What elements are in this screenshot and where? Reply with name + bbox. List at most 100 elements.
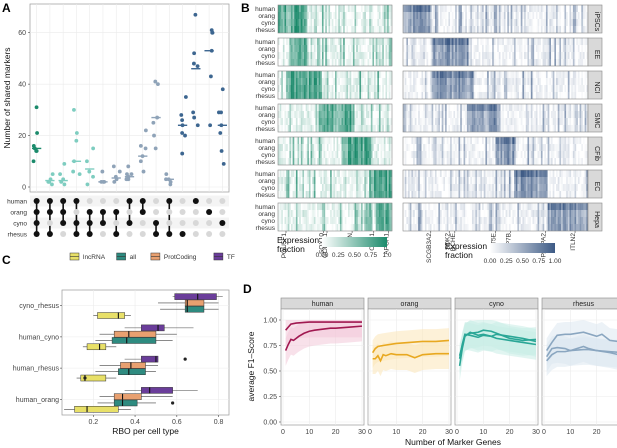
heatmap-cell — [524, 191, 526, 198]
heatmap-cell — [424, 59, 427, 66]
heatmap-cell — [584, 177, 587, 184]
heatmap-cell — [343, 71, 345, 78]
heatmap-cell — [408, 12, 410, 19]
heatmap-cell — [380, 203, 383, 210]
heatmap-cell — [413, 5, 415, 12]
heatmap-cell — [564, 59, 567, 66]
heatmap-cell — [382, 19, 385, 26]
heatmap-cell — [440, 26, 442, 33]
heatmap-cell — [480, 144, 483, 151]
heatmap-cell — [370, 26, 373, 33]
heatmap-cell — [279, 151, 282, 158]
heatmap-cell — [287, 52, 290, 59]
heatmap-cell — [429, 203, 432, 210]
heatmap-cell — [426, 38, 429, 45]
heatmap-cell — [409, 59, 412, 66]
heatmap-cell — [328, 137, 331, 144]
heatmap-cell — [473, 92, 476, 99]
heatmap-cell — [502, 12, 505, 19]
heatmap-cell — [299, 217, 301, 224]
heatmap-cell — [549, 5, 552, 12]
heatmap-cell — [348, 19, 350, 26]
heatmap-cell — [542, 151, 545, 158]
heatmap-cell — [488, 5, 491, 12]
heatmap-cell — [419, 144, 422, 151]
heatmap-cell — [446, 78, 449, 85]
heatmap-cell — [428, 52, 431, 59]
heatmap-cell — [387, 71, 389, 78]
data-point — [179, 113, 184, 117]
heatmap-cell — [455, 184, 458, 191]
heatmap-cell — [471, 52, 474, 59]
heatmap-cell — [507, 92, 510, 99]
heatmap-cell — [529, 19, 532, 26]
heatmap-cell — [473, 26, 476, 33]
heatmap-cell — [549, 45, 552, 52]
heatmap-cell — [488, 59, 491, 66]
heatmap-cell — [569, 45, 572, 52]
heatmap-cell — [455, 177, 458, 184]
heatmap-cell — [515, 191, 518, 198]
heatmap-cell — [562, 191, 565, 198]
heatmap-cell — [557, 45, 560, 52]
heatmap-cell — [552, 144, 555, 151]
heatmap-cell — [370, 210, 373, 217]
heatmap-cell — [547, 191, 550, 198]
heatmap-cell — [473, 144, 476, 151]
heatmap-cell — [556, 5, 558, 12]
heatmap-cell — [419, 5, 422, 12]
heatmap-cell — [278, 203, 280, 210]
heatmap-cell — [571, 125, 574, 132]
heatmap-cell — [344, 224, 347, 231]
heatmap-cell — [485, 92, 488, 99]
heatmap-cell — [335, 12, 337, 19]
heatmap-cell — [299, 191, 301, 198]
heatmap-cell — [524, 144, 526, 151]
heatmap-cell — [328, 45, 331, 52]
heatmap-cell — [524, 5, 526, 12]
heatmap-cell — [344, 191, 347, 198]
heatmap-cell — [559, 12, 562, 19]
heatmap-cell — [370, 111, 373, 118]
heatmap-cell — [529, 111, 532, 118]
heatmap-cell — [537, 52, 540, 59]
heatmap-cell — [458, 85, 461, 92]
heatmap-cell — [388, 78, 391, 85]
heatmap-cell — [286, 52, 288, 59]
heatmap-cell — [582, 144, 585, 151]
heatmap-cell — [357, 85, 360, 92]
heatmap-cell — [300, 118, 303, 125]
matrix-dot-filled — [99, 209, 106, 215]
heatmap-cell — [385, 59, 388, 66]
heatmap-cell — [299, 118, 301, 125]
heatmap-cell — [284, 217, 287, 224]
heatmap-cell — [534, 184, 537, 191]
heatmap-cell — [471, 177, 474, 184]
heatmap-cell — [451, 59, 454, 66]
heatmap-cell — [308, 26, 311, 33]
heatmap-cell — [577, 118, 580, 125]
heatmap-cell — [304, 210, 306, 217]
heatmap-cell — [574, 177, 577, 184]
heatmap-cell — [387, 26, 389, 33]
heatmap-cell — [470, 125, 473, 132]
heatmap-cell — [388, 59, 391, 66]
heatmap-cell — [487, 151, 489, 158]
heatmap-cell — [557, 59, 560, 66]
heatmap-cell — [466, 52, 469, 59]
heatmap-cell — [554, 144, 557, 151]
heatmap-cell — [507, 52, 510, 59]
heatmap-cell — [551, 177, 553, 184]
heatmap-cell — [535, 144, 538, 151]
heatmap-cell — [341, 111, 344, 118]
heatmap-cell — [382, 104, 385, 111]
heatmap-cell — [335, 170, 337, 177]
heatmap-cell — [409, 52, 412, 59]
heatmap-cell — [507, 118, 510, 125]
heatmap-cell — [278, 78, 280, 85]
heatmap-cell — [582, 191, 585, 198]
heatmap-cell — [411, 177, 414, 184]
heatmap-cell — [525, 184, 528, 191]
data-point — [100, 169, 105, 174]
heatmap-cell — [549, 78, 552, 85]
